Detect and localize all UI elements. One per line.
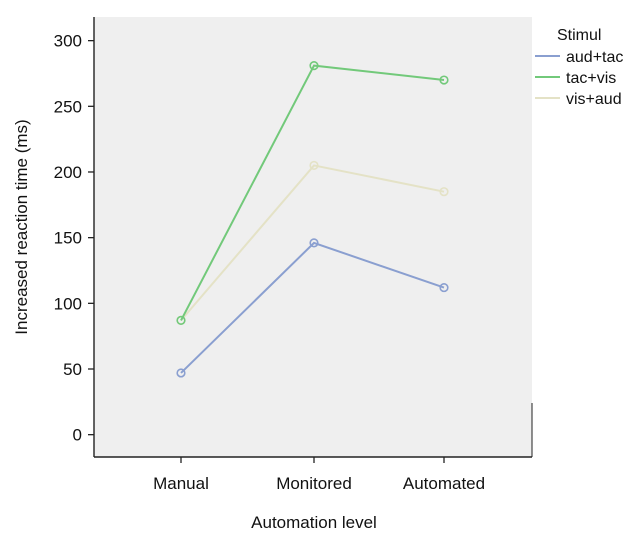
y-axis-ticks: 0 50 100 150 200 250 300	[54, 32, 94, 445]
legend-title: Stimul	[557, 27, 601, 44]
y-axis-title: Increased reaction time (ms)	[12, 119, 31, 334]
legend-label-vis-aud: vis+aud	[566, 91, 622, 108]
data-point-aud-tac	[439, 282, 449, 293]
y-tick-label: 250	[54, 97, 82, 116]
legend-label-tac-vis: tac+vis	[566, 70, 616, 87]
plot-area	[94, 17, 532, 457]
x-tick-label: Monitored	[276, 474, 352, 493]
data-point-tac-vis	[309, 60, 319, 71]
legend-label-aud-tac: aud+tac	[566, 49, 623, 66]
y-tick-label: 200	[54, 163, 82, 182]
y-tick-label: 50	[63, 360, 82, 379]
axes	[93, 17, 533, 458]
data-point-aud-tac	[309, 238, 319, 248]
y-tick-label: 100	[54, 294, 82, 313]
y-tick-label: 300	[54, 32, 82, 51]
data-point-tac-vis	[176, 315, 186, 326]
series-layer	[176, 60, 449, 378]
x-tick-label: Automated	[403, 474, 485, 493]
y-tick-label: 150	[54, 229, 82, 248]
series-line-tac-vis	[180, 64, 445, 321]
data-point-aud-tac	[176, 368, 186, 378]
data-point-vis-aud	[439, 187, 449, 197]
data-point-tac-vis	[439, 75, 449, 85]
series-line-aud-tac	[180, 241, 445, 374]
data-point-vis-aud	[309, 160, 319, 171]
series-line-vis-aud	[180, 164, 445, 322]
y-tick-label: 0	[73, 426, 82, 445]
x-axis-title: Automation level	[251, 513, 377, 532]
x-tick-label: Manual	[153, 474, 209, 493]
x-axis-ticks: Manual Monitored Automated	[153, 457, 485, 493]
legend: Stimul aud+tac tac+vis vis+aud	[535, 27, 623, 108]
